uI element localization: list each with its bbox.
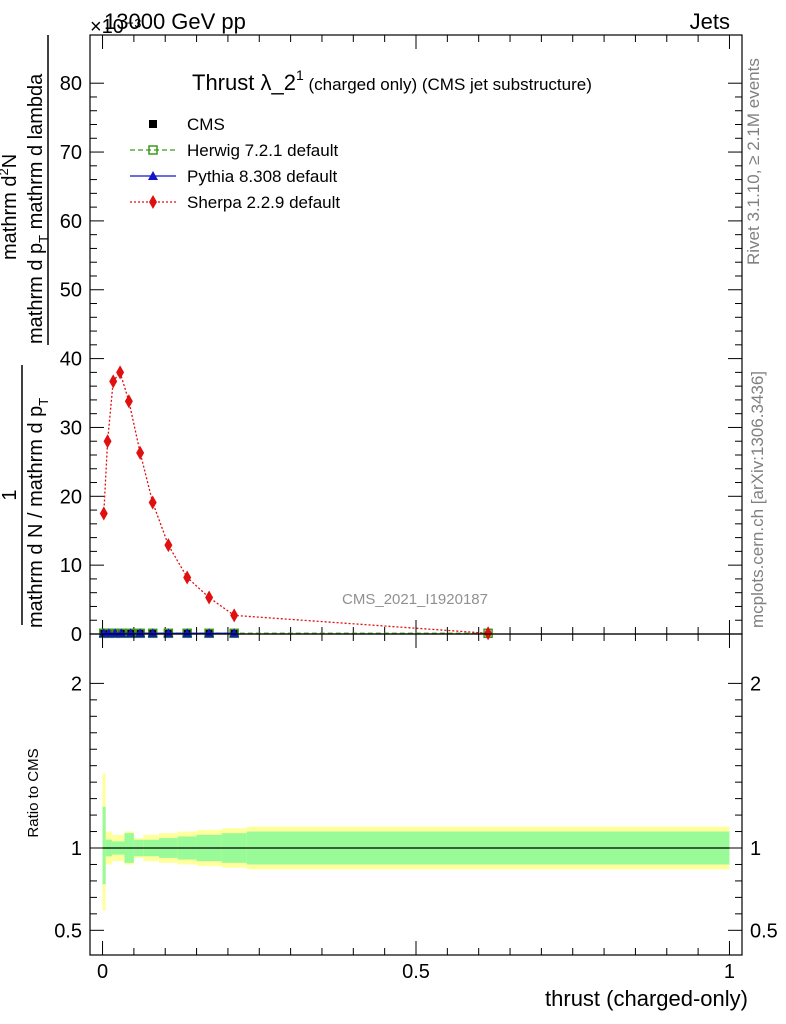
plot-title-rest: (charged only) (CMS jet substructure) [304, 75, 592, 94]
data-point [103, 434, 112, 449]
x-axis-label: thrust (charged-only) [545, 986, 748, 1011]
data-point [136, 445, 145, 460]
data-point [204, 628, 215, 638]
data-point [205, 590, 214, 605]
legend-marker [148, 171, 158, 180]
ratio-xtick-label: 0.5 [402, 961, 430, 983]
ylabel-lead: 1 [0, 489, 21, 500]
plot-title-sup: 1 [296, 67, 304, 83]
data-point [109, 374, 118, 389]
data-point [484, 626, 493, 641]
ratio-ytick-label-right: 0.5 [750, 920, 778, 942]
legend-label: Sherpa 2.2.9 default [187, 193, 340, 212]
data-point [125, 628, 136, 638]
main-ytick-label: 30 [60, 417, 82, 439]
header-right: Jets [690, 9, 730, 34]
legend: CMS Herwig 7.2.1 default Pythia 8.308 defa… [130, 115, 340, 212]
ratio-xtick-label: 1 [724, 961, 735, 983]
ratio-ytick-label-right: 1 [750, 838, 761, 860]
legend-marker [149, 120, 157, 128]
ylabel-frac-top: mathrm d2N [0, 154, 21, 260]
ratio-frame [89, 633, 743, 956]
ylabel-bottom-c: mathrm d lambda [25, 73, 47, 235]
y-multiplier: ×10⁻³ [90, 16, 141, 38]
legend-label: Herwig 7.2.1 default [187, 141, 338, 160]
ratio-ytick-label: 2 [71, 673, 82, 695]
main-ytick-label: 10 [60, 555, 82, 577]
data-point [229, 628, 240, 638]
header-left: 13000 GeV pp [104, 9, 246, 34]
ylabel-frac-top-sup: 2 [0, 168, 11, 175]
plot-title-main: Thrust λ_2 [192, 70, 296, 95]
data-point [99, 506, 108, 521]
ylabel-top-sub: T [36, 398, 51, 406]
series-line [103, 371, 489, 634]
data-point [124, 394, 133, 409]
plot-title: Thrust λ_21 (charged only) (CMS jet subs… [192, 67, 592, 95]
ylabel-bottom-b: mathrm d p [25, 243, 47, 344]
data-point [110, 628, 121, 638]
legend-label: Pythia 8.308 default [187, 167, 338, 186]
main-ytick-label: 40 [60, 349, 82, 371]
main-panel: 0 10 20 30 40 50 60 70 80 [60, 34, 743, 646]
data-point [103, 628, 114, 638]
ratio-panel: 0.5 0.5 1 1 2 2 0 0.5 1 [54, 633, 778, 983]
data-point [230, 608, 239, 623]
main-ytick-label: 20 [60, 486, 82, 508]
ratio-xtick-label: 0 [97, 961, 108, 983]
legend-marker [148, 145, 158, 155]
data-point [116, 628, 127, 638]
legend-label: CMS [187, 115, 225, 134]
ylabel-frac-bottom: mathrm d pT mathrm d lambda [25, 73, 51, 344]
rivet-label: Rivet 3.1.10, ≥ 2.1M events [744, 58, 763, 265]
analysis-label: CMS_2021_I1920187 [342, 591, 488, 608]
ratio-ytick-label: 1 [71, 838, 82, 860]
main-ytick-label: 70 [60, 142, 82, 164]
data-point [148, 495, 157, 510]
main-ytick-label: 60 [60, 211, 82, 233]
data-point [182, 628, 193, 638]
mcplots-label: mcplots.cern.ch [arXiv:1306.3436] [748, 371, 767, 628]
data-point [147, 628, 158, 638]
data-point [135, 628, 146, 638]
ratio-ytick-label-right: 2 [750, 673, 761, 695]
ylabel-frac-top-a: mathrm d [0, 176, 21, 260]
data-point [164, 538, 173, 553]
ratio-ytick-label: 0.5 [54, 920, 82, 942]
ratio-ylabel: Ratio to CMS [25, 748, 42, 837]
main-ytick-label: 50 [60, 280, 82, 302]
main-ylabel: 1 mathrm d N / mathrm d pT mathrm d2N ma… [0, 35, 51, 628]
main-ytick-label: 0 [71, 624, 82, 646]
data-point [163, 628, 174, 638]
data-point [116, 365, 125, 380]
main-ytick-label: 80 [60, 73, 82, 95]
stat-uncertainty-band [102, 806, 106, 885]
data-point [183, 570, 192, 585]
ylabel-top-text: mathrm d N / mathrm d p [25, 406, 47, 628]
ylabel-frac-top-tail: N [0, 154, 21, 168]
ylabel-bottom-sub: T [36, 235, 51, 243]
legend-marker [149, 195, 157, 209]
ylabel-numerator: mathrm d N / mathrm d pT [25, 398, 51, 628]
